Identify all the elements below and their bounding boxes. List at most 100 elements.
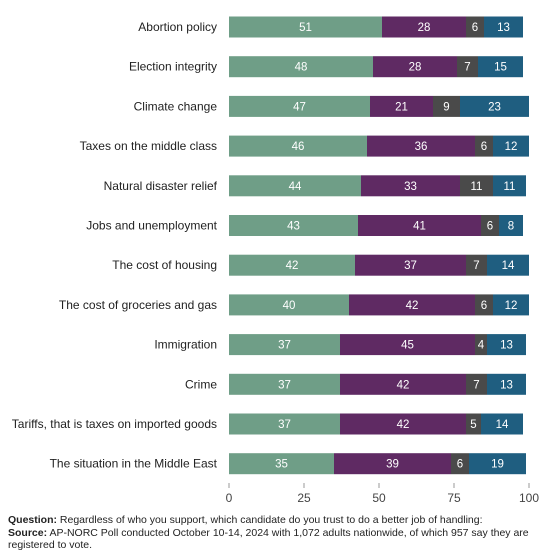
bar-segment — [484, 16, 523, 38]
bar-segment — [460, 175, 493, 197]
data-label: 33 — [404, 181, 417, 193]
data-label: 6 — [481, 300, 487, 312]
bar-segment — [475, 135, 493, 157]
bar-segment — [493, 175, 526, 197]
data-label: 6 — [472, 22, 478, 34]
data-label: 6 — [457, 459, 463, 471]
bar-segment — [358, 215, 481, 236]
data-label: 36 — [415, 141, 428, 153]
data-label: 42 — [397, 379, 410, 391]
bar-segment — [229, 95, 370, 117]
bar-segment — [487, 334, 526, 356]
data-label: 35 — [275, 459, 288, 471]
bar-segment — [475, 294, 493, 316]
data-label: 12 — [505, 300, 518, 312]
data-label: 14 — [502, 260, 515, 272]
category-label: Jobs and unemployment — [86, 219, 217, 233]
source-note: Source: AP-NORC Poll conducted October 1… — [8, 527, 544, 552]
data-label: 19 — [491, 459, 504, 471]
bar-segment — [487, 254, 529, 276]
category-label: Taxes on the middle class — [80, 139, 217, 153]
question-note: Question: Regardless of who you support,… — [8, 514, 544, 527]
bar-segment — [340, 413, 466, 435]
data-label: 42 — [406, 300, 419, 312]
bar-segment — [433, 95, 460, 117]
data-label: 14 — [496, 419, 509, 431]
bar-segment — [373, 56, 457, 78]
category-label: Climate change — [134, 99, 218, 113]
data-label: 47 — [293, 101, 306, 113]
data-label: 4 — [478, 340, 485, 352]
bar-segment — [460, 95, 529, 117]
bar-segment — [493, 294, 529, 316]
data-label: 42 — [286, 260, 299, 272]
data-label: 41 — [413, 221, 426, 233]
bar-segment — [340, 334, 475, 356]
data-label: 40 — [283, 300, 296, 312]
question-label: Question: — [8, 514, 57, 526]
data-label: 11 — [504, 181, 516, 193]
data-label: 7 — [464, 62, 470, 74]
data-label: 28 — [418, 22, 431, 34]
bar-segment — [229, 334, 340, 356]
question-text: Regardless of who you support, which can… — [59, 514, 483, 526]
data-label: 21 — [395, 101, 408, 113]
bar-segment — [451, 453, 469, 475]
data-label: 39 — [386, 459, 399, 471]
data-label: 43 — [287, 221, 300, 233]
data-label: 8 — [508, 221, 514, 233]
x-tick-label: 50 — [372, 491, 386, 505]
data-label: 9 — [443, 101, 449, 113]
category-label: The situation in the Middle East — [50, 457, 218, 471]
data-label: 37 — [278, 340, 291, 352]
bar-segment — [493, 135, 529, 157]
bar-segment — [481, 215, 499, 236]
data-label: 45 — [401, 340, 414, 352]
bar-segment — [478, 56, 523, 78]
category-label: Tariffs, that is taxes on imported goods — [12, 417, 217, 431]
bar-segment — [475, 334, 487, 356]
bar-segment — [466, 373, 487, 395]
category-label: Election integrity — [129, 60, 217, 74]
bar-segment — [466, 254, 487, 276]
bar-segment — [466, 413, 481, 435]
bar-segment — [229, 453, 334, 475]
bar-segment — [229, 373, 340, 395]
data-label: 37 — [404, 260, 417, 272]
category-label: The cost of groceries and gas — [59, 298, 217, 312]
data-label: 13 — [500, 379, 513, 391]
data-label: 7 — [473, 379, 479, 391]
bar-segment — [229, 413, 340, 435]
bar-segment — [334, 453, 451, 475]
bar-segment — [229, 215, 358, 236]
bar-segment — [340, 373, 466, 395]
data-label: 42 — [397, 419, 410, 431]
data-label: 13 — [497, 22, 510, 34]
bar-segment — [457, 56, 478, 78]
x-tick-label: 0 — [226, 491, 233, 505]
bar-segment — [361, 175, 460, 197]
bar-segment — [229, 135, 367, 157]
data-label: 12 — [505, 141, 518, 153]
data-label: 51 — [299, 22, 312, 34]
bar-segment — [469, 453, 526, 475]
bar-segment — [349, 294, 475, 316]
data-label: 28 — [409, 62, 422, 74]
data-label: 6 — [487, 221, 493, 233]
bar-segment — [229, 294, 349, 316]
bar-segment — [229, 16, 382, 38]
category-label: Abortion policy — [138, 20, 217, 34]
bar-segment — [499, 215, 523, 236]
data-label: 37 — [278, 419, 291, 431]
data-label: 6 — [481, 141, 487, 153]
bar-segment — [229, 56, 373, 78]
x-tick-label: 25 — [297, 491, 311, 505]
data-label: 7 — [473, 260, 479, 272]
data-label: 44 — [289, 181, 302, 193]
bar-segment — [229, 175, 361, 197]
bar-segment — [382, 16, 466, 38]
data-label: 48 — [295, 62, 308, 74]
x-tick-label: 100 — [519, 491, 539, 505]
bar-segment — [481, 413, 523, 435]
bar-segment — [355, 254, 466, 276]
